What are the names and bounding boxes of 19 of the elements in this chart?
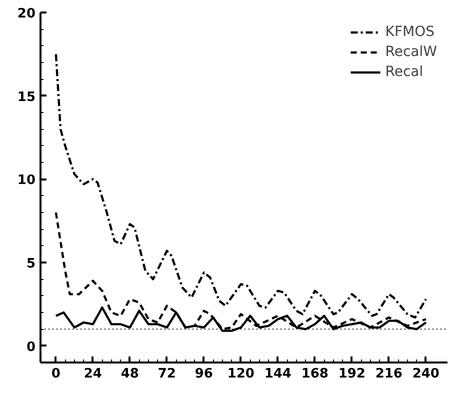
legend-label: RecalW	[385, 44, 437, 60]
x-tick-label: 48	[120, 366, 139, 382]
x-tick-label: 120	[227, 366, 254, 382]
x-tick-label: 0	[51, 366, 60, 382]
x-tick-label: 192	[338, 366, 366, 382]
x-tick-label: 72	[158, 366, 176, 382]
legend-label: KFMOS	[385, 24, 434, 40]
y-tick-label: 5	[26, 256, 36, 272]
y-tick-label: 20	[17, 6, 36, 22]
y-tick-label: 15	[17, 90, 36, 105]
x-tick-label: 240	[412, 366, 440, 382]
y-tick-label: 0	[26, 340, 36, 355]
legend-label: Recal	[385, 64, 424, 80]
x-tick-label: 24	[84, 366, 102, 382]
x-tick-label: 96	[194, 366, 213, 382]
x-tick-label: 216	[375, 366, 402, 382]
x-tick-label: 168	[301, 366, 328, 382]
x-tick-label: 144	[264, 366, 292, 382]
y-tick-label: 10	[17, 173, 36, 188]
